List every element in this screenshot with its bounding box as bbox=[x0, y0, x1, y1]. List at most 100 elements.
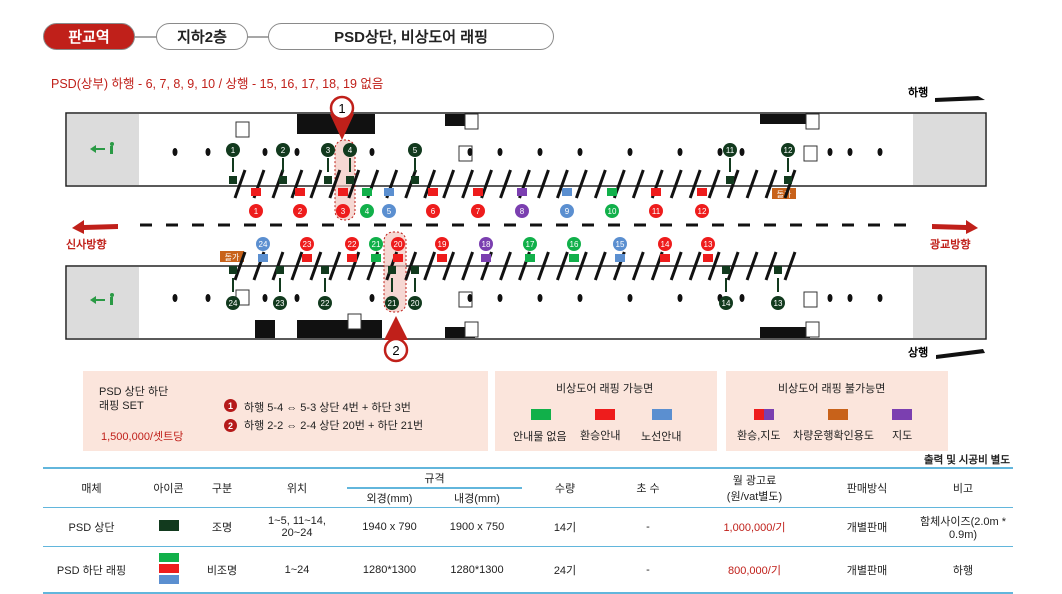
lower-psd-box bbox=[388, 266, 396, 274]
escalator-icons bbox=[235, 113, 820, 338]
left-direction-label: 신사방향 bbox=[66, 237, 106, 251]
lower-door-slash bbox=[574, 251, 588, 281]
lower-door-marker bbox=[613, 237, 627, 251]
th-count: 초 수 bbox=[636, 483, 660, 495]
possible-title: 비상도어 래핑 가능면 bbox=[556, 383, 654, 395]
legend-swatch-route bbox=[652, 409, 672, 420]
lower-door-marker bbox=[256, 237, 270, 251]
upper-end-area bbox=[913, 114, 985, 185]
table-row: PSD 상단 조명 1~5, 11~14, 20~24 1940 x 790 19… bbox=[43, 507, 1013, 547]
lower-wall-marker-label: 23 bbox=[276, 299, 285, 308]
upper-wall-marker-label: 4 bbox=[348, 146, 353, 155]
upper-door-marker bbox=[336, 204, 350, 218]
lower-wall-marker-label: 20 bbox=[411, 299, 420, 308]
upper-door-marker bbox=[695, 204, 709, 218]
lower-door-slash bbox=[764, 251, 778, 281]
upper-wall-marker-label: 2 bbox=[281, 146, 286, 155]
platform-dot bbox=[877, 148, 883, 156]
th-sale: 판매방식 bbox=[846, 483, 888, 495]
upper-door-marker bbox=[293, 204, 307, 218]
set-title-line1: PSD 상단 하단 bbox=[99, 386, 169, 398]
upper-door-swatch bbox=[607, 188, 617, 196]
lower-door-swatch bbox=[302, 254, 312, 262]
lower-door-slash bbox=[631, 251, 645, 281]
upper-platform bbox=[65, 112, 987, 187]
platform-dot bbox=[827, 148, 833, 156]
set-title-line2: 래핑 SET bbox=[99, 400, 144, 412]
lower-door-marker-label: 14 bbox=[661, 240, 670, 249]
upper-door-marker bbox=[515, 204, 529, 218]
legend-label-route: 노선안내 bbox=[641, 431, 682, 443]
upper-door-marker bbox=[360, 204, 374, 218]
lower-wall-marker bbox=[226, 296, 240, 310]
set-item-1-badge: 1 bbox=[224, 399, 237, 412]
lower-door-marker bbox=[523, 237, 537, 251]
platform-dot bbox=[537, 148, 543, 156]
lower-door-swatch bbox=[437, 254, 447, 262]
lower-door-marker-label: 20 bbox=[394, 240, 403, 249]
upper-door-marker bbox=[605, 204, 619, 218]
lower-psd-box bbox=[774, 266, 782, 274]
lower-door-marker-label: 21 bbox=[372, 240, 381, 249]
upper-door-slash bbox=[688, 169, 702, 199]
cell-location: 1~5, 11~14, 20~24 bbox=[247, 507, 347, 547]
right-direction-label: 광교방향 bbox=[930, 237, 970, 251]
cell-qty: 24기 bbox=[522, 546, 608, 594]
upper-wall-marker bbox=[723, 143, 737, 157]
lower-door-marker bbox=[345, 237, 359, 251]
legend-label-transfer-map: 환승,지도 bbox=[737, 430, 781, 442]
upper-door-slash bbox=[442, 169, 456, 199]
page-subtitle: PSD(상부) 하행 - 6, 7, 8, 9, 10 / 상행 - 15, 1… bbox=[51, 77, 384, 91]
upper-psd-box bbox=[411, 176, 419, 184]
upper-door-marker bbox=[649, 204, 663, 218]
callout-1-marker: 1 bbox=[329, 95, 355, 140]
cell-count: - bbox=[608, 507, 688, 547]
upper-wall-marker bbox=[343, 143, 357, 157]
lower-door-slash bbox=[783, 251, 797, 281]
upper-door-marker-label: 12 bbox=[698, 207, 707, 216]
platform-dot bbox=[627, 294, 633, 302]
lower-door-slash bbox=[726, 251, 740, 281]
upper-door-slash bbox=[233, 169, 247, 199]
th-media: 매체 bbox=[81, 483, 102, 495]
th-spec-outer: 외경(mm) bbox=[366, 493, 413, 505]
legend-swatch-transfer bbox=[595, 409, 615, 420]
upper-psd-box bbox=[784, 176, 792, 184]
cell-count: - bbox=[608, 546, 688, 594]
lower-door-marker bbox=[435, 237, 449, 251]
cell-icon bbox=[140, 507, 197, 547]
legend-swatch-map bbox=[892, 409, 912, 420]
callout-2-marker: 2 bbox=[383, 316, 409, 363]
platform-dot bbox=[877, 294, 883, 302]
svg-text:돌가: 돌가 bbox=[777, 190, 792, 199]
upper-door-marker bbox=[560, 204, 574, 218]
legend-label-none: 안내물 없음 bbox=[513, 431, 567, 443]
upper-door-marker-label: 2 bbox=[298, 207, 303, 216]
header-connector bbox=[134, 36, 270, 38]
upper-door-slash bbox=[423, 169, 437, 199]
lower-door-slash bbox=[309, 251, 323, 281]
lower-door-slash bbox=[328, 251, 342, 281]
lower-end-area bbox=[913, 267, 985, 338]
cell-remark: 함체사이즈(2.0m * 0.9m) bbox=[913, 507, 1013, 547]
platform-dot bbox=[172, 148, 178, 156]
lower-psd-box bbox=[229, 266, 237, 274]
th-price: 월 광고료 (원/vat별도) bbox=[726, 475, 783, 503]
platform-dot bbox=[294, 148, 300, 156]
th-spec: 규격 bbox=[424, 473, 445, 485]
legend-swatch-none bbox=[531, 409, 551, 420]
station-badge: 판교역 bbox=[43, 23, 135, 50]
cell-sale: 개별판매 bbox=[821, 546, 913, 594]
upper-door-slash bbox=[745, 169, 759, 199]
upper-door-marker-label: 5 bbox=[387, 207, 392, 216]
platform-dot bbox=[467, 294, 473, 302]
lower-wall-marker bbox=[771, 296, 785, 310]
table-row: PSD 하단 래핑 비조명 1~24 1280*1300 1280*1300 2… bbox=[43, 546, 1013, 594]
lower-door-slash bbox=[233, 251, 247, 281]
platform-dot bbox=[717, 148, 723, 156]
platform-dot bbox=[677, 148, 683, 156]
psd-wrap-icon bbox=[158, 552, 179, 584]
lower-wall-marker bbox=[385, 296, 399, 310]
cell-location: 1~24 bbox=[247, 546, 347, 594]
lower-door-marker-label: 18 bbox=[482, 240, 491, 249]
